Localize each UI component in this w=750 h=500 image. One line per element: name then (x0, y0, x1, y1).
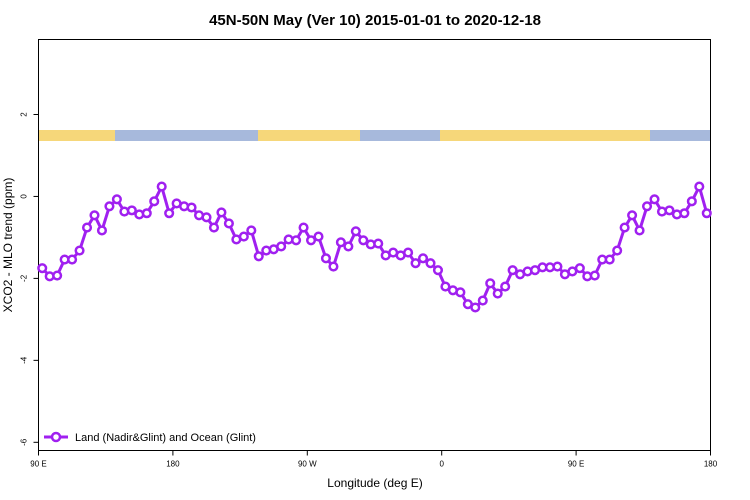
data-point (328, 261, 339, 272)
data-point (425, 258, 436, 269)
data-point (440, 281, 451, 292)
data-point (186, 202, 197, 213)
data-point (52, 270, 63, 281)
data-point (641, 201, 653, 212)
data-point (350, 226, 361, 237)
data-point (343, 241, 354, 252)
data-point (589, 270, 600, 281)
data-point (701, 208, 712, 219)
data-point (485, 278, 496, 289)
data-point (216, 207, 227, 218)
data-point (358, 235, 369, 246)
x-axis-label: Longitude (deg E) (327, 476, 422, 490)
data-point (223, 218, 234, 229)
data-point (238, 231, 249, 242)
land-ocean-strip (39, 130, 711, 141)
data-point (81, 222, 93, 233)
data-point (417, 253, 429, 264)
data-point (634, 225, 645, 236)
y-tick-label: -6 (20, 438, 29, 446)
data-point (694, 181, 705, 192)
data-point (604, 254, 615, 265)
data-point (96, 225, 108, 236)
data-point (492, 288, 503, 299)
data-point (686, 196, 697, 207)
x-tick-label: 180 (166, 460, 180, 469)
data-point (335, 237, 346, 248)
x-tick-label: 90 E (568, 460, 584, 469)
data-point (373, 238, 384, 249)
data-point (253, 251, 264, 262)
x-tick-label: 0 (439, 460, 444, 469)
data-point (552, 261, 563, 272)
data-point (612, 245, 623, 256)
x-tick-label: 90 E (30, 460, 46, 469)
legend: Land (Nadir&Glint) and Ocean (Glint) (44, 431, 256, 444)
data-point (432, 265, 444, 276)
data-point (164, 208, 175, 219)
data-point (126, 205, 137, 216)
data-point (619, 222, 630, 233)
data-point (246, 225, 257, 236)
legend-marker (50, 431, 62, 443)
data-point (89, 210, 100, 221)
data-point (500, 281, 511, 292)
data-point (305, 235, 317, 246)
y-tick-label: 2 (20, 112, 29, 117)
data-point (470, 302, 481, 313)
data-point (276, 241, 287, 252)
data-point (111, 194, 122, 205)
y-axis-label: XCO2 - MLO trend (ppm) (1, 178, 15, 313)
data-point (149, 196, 160, 207)
data-point (298, 222, 309, 233)
y-tick-label: -2 (20, 274, 29, 282)
data-point (291, 235, 302, 246)
data-point (649, 194, 660, 205)
data-point (410, 258, 421, 269)
y-tick-label: -4 (19, 356, 28, 364)
data-point (201, 212, 212, 223)
data-point (320, 253, 332, 264)
data-point (507, 265, 518, 276)
data-point (67, 254, 78, 265)
data-point (156, 181, 167, 192)
legend-label: Land (Nadir&Glint) and Ocean (Glint) (75, 432, 256, 444)
plot-frame (38, 39, 711, 451)
data-point (104, 201, 115, 212)
data-point (208, 222, 220, 233)
x-tick-label: 90 W (298, 460, 317, 469)
data-point (477, 295, 488, 306)
data-point (574, 263, 585, 274)
x-tick-label: 180 (704, 460, 718, 469)
data-point (37, 263, 48, 274)
data-point (679, 208, 690, 219)
data-point (74, 245, 85, 256)
data-point (313, 231, 324, 242)
data-point (455, 287, 466, 298)
data-point (627, 210, 638, 221)
chart-title: 45N-50N May (Ver 10) 2015-01-01 to 2020-… (209, 12, 541, 29)
data-point (403, 247, 414, 258)
data-point (664, 205, 675, 216)
data-point (141, 208, 152, 219)
y-tick-label: 0 (20, 194, 29, 199)
